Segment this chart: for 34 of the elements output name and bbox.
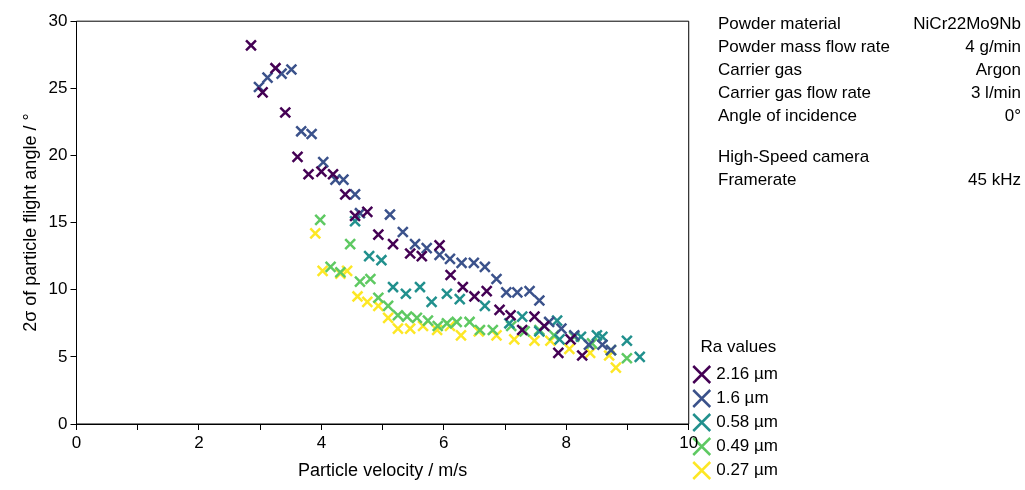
legend-title: Ra values (700, 336, 777, 356)
y-tick-label: 5 (58, 346, 68, 366)
text: High-Speed camera (718, 146, 871, 168)
y-tick-label: 30 (48, 10, 68, 30)
legend-label: 0.27 µm (716, 460, 779, 480)
y-tick-label: 15 (48, 212, 68, 232)
text: 4 g/min (964, 36, 1021, 58)
legend-label: 0.49 µm (716, 436, 779, 456)
x-axis-title: Particle velocity / m/s (298, 460, 468, 481)
legend-label: 1.6 µm (716, 388, 769, 408)
x-tick-label: 4 (316, 432, 327, 452)
x-tick-label: 8 (561, 432, 572, 452)
y-axis-title: 2σ of particle flight angle / ° (19, 113, 40, 332)
text: 0° (1003, 105, 1021, 127)
x-tick-label: 6 (439, 432, 449, 452)
x-tick-label: 0 (71, 432, 82, 452)
text: Powder mass flow rate (718, 36, 891, 58)
text: Angle of incidence (718, 105, 858, 127)
text: Carrier gas flow rate (718, 82, 873, 104)
legend-label: 0.58 µm (716, 412, 779, 432)
x-tick-label: 2 (194, 432, 204, 452)
text: NiCr22Mo9Nb (912, 13, 1021, 35)
y-tick-label: 10 (48, 279, 68, 299)
y-tick-label: 0 (58, 413, 68, 433)
text: 3 l/min (969, 82, 1021, 104)
y-tick-label: 25 (48, 78, 68, 98)
text: Framerate (718, 169, 798, 191)
legend-label: 2.16 µm (716, 364, 779, 384)
y-tick-label: 20 (48, 145, 68, 165)
text: Powder material (718, 13, 842, 35)
text: Argon (974, 59, 1021, 81)
x-tick-label: 10 (679, 432, 699, 452)
text: Carrier gas (718, 59, 804, 81)
text: 45 kHz (967, 169, 1021, 191)
